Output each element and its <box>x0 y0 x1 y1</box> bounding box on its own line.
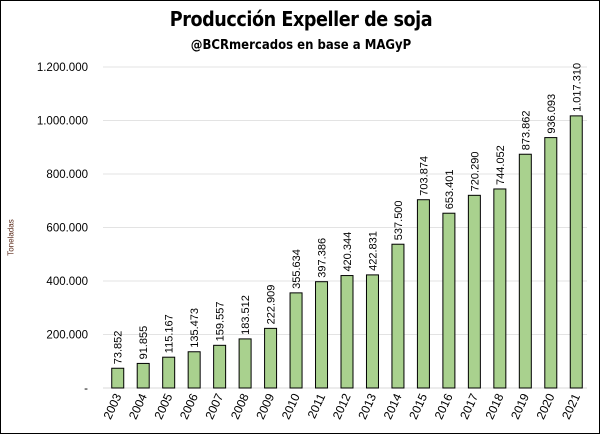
x-tick-label: 2020 <box>534 391 558 421</box>
x-tick-label: 2012 <box>330 391 354 421</box>
x-tick-label: 2004 <box>126 391 150 421</box>
data-label: 397.386 <box>317 238 329 278</box>
bar <box>544 137 558 389</box>
x-tick-label: 2018 <box>483 391 507 421</box>
x-tick-label: 2015 <box>406 391 430 421</box>
x-tick-label: 2016 <box>432 391 456 421</box>
data-label: 222.909 <box>266 285 278 325</box>
bar <box>493 188 507 389</box>
data-label: 1.017.310 <box>571 63 583 112</box>
x-tick-label: 2008 <box>228 391 252 421</box>
y-tick-label: 400.000 <box>46 276 88 288</box>
chart-title: Producción Expeller de soja <box>169 7 433 31</box>
data-label: 720.290 <box>469 152 481 192</box>
data-label: 91.855 <box>138 326 150 360</box>
bar <box>162 356 176 389</box>
data-label: 873.862 <box>520 110 532 150</box>
data-label: 159.557 <box>215 302 227 342</box>
y-tick-label: 1.000.000 <box>37 116 88 128</box>
data-label: 183.512 <box>240 295 252 335</box>
bar <box>315 281 329 389</box>
y-tick-label: 800.000 <box>46 169 88 181</box>
x-tick-label: 2017 <box>457 391 481 421</box>
data-label: 135.473 <box>189 308 201 348</box>
data-label: 115.167 <box>164 314 176 353</box>
x-tick-label: 2003 <box>100 391 124 421</box>
chart-subtitle: @BCRmercados en base a MAGyP <box>190 38 412 53</box>
data-label: 936.093 <box>546 94 558 134</box>
bar <box>111 367 125 389</box>
data-label: 73.852 <box>113 331 125 365</box>
data-label: 420.344 <box>342 232 354 272</box>
bar <box>264 327 278 389</box>
bar <box>569 115 583 389</box>
data-label: 537.500 <box>393 200 405 240</box>
x-tick-label: 2011 <box>305 391 329 421</box>
bar <box>238 338 252 389</box>
bar <box>518 153 532 389</box>
x-tick-label: 2013 <box>355 391 379 421</box>
y-tick-label: 1.200.000 <box>37 62 88 74</box>
bar <box>442 212 456 389</box>
data-label: 653.401 <box>444 169 456 209</box>
bar <box>187 351 201 389</box>
x-tick-label: 2006 <box>177 391 201 421</box>
bar <box>136 362 150 389</box>
x-tick-label: 2019 <box>508 391 532 421</box>
bar <box>365 274 379 389</box>
bar <box>213 344 227 389</box>
x-tick-label: 2007 <box>202 391 226 421</box>
x-tick-label: 2021 <box>559 391 583 421</box>
x-tick-label: 2005 <box>151 391 175 421</box>
data-label: 422.831 <box>367 231 379 271</box>
bar <box>416 199 430 389</box>
bar <box>289 292 303 389</box>
data-label: 744.052 <box>495 145 507 185</box>
data-label: 355.634 <box>291 249 303 289</box>
y-tick-label: - <box>84 383 88 395</box>
x-tick-label: 2009 <box>253 391 277 421</box>
y-tick-label: 600.000 <box>46 223 88 235</box>
y-tick-label: 200.000 <box>46 330 88 342</box>
x-tick-label: 2010 <box>279 391 303 421</box>
bar <box>340 275 354 389</box>
bar <box>467 194 481 389</box>
data-label: 703.874 <box>418 156 430 196</box>
bar <box>391 243 405 389</box>
x-tick-label: 2014 <box>381 391 405 421</box>
